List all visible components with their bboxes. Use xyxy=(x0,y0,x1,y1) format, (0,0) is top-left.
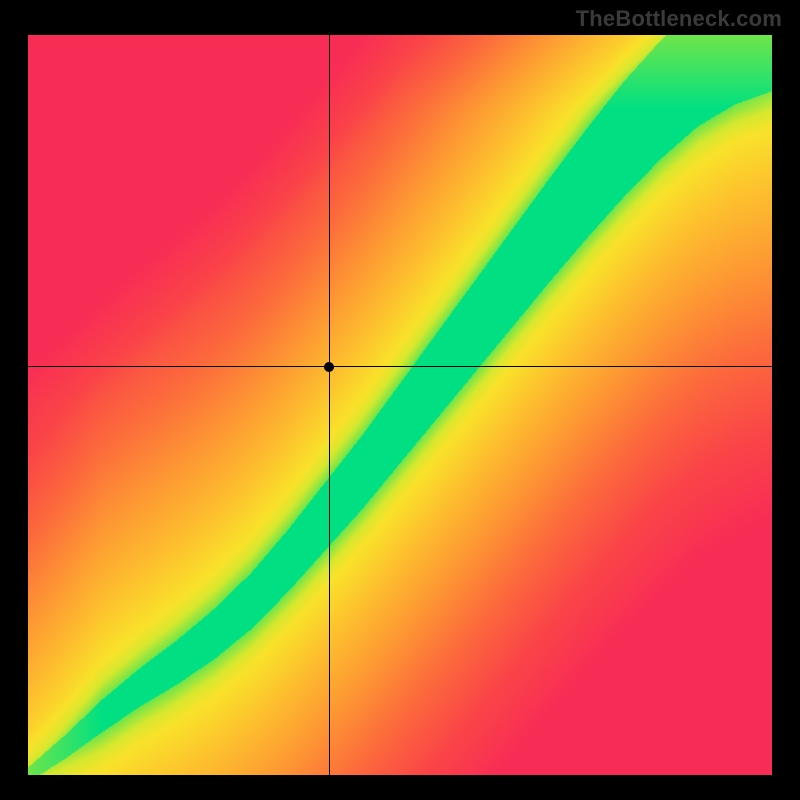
heatmap-canvas xyxy=(28,35,772,775)
plot-area xyxy=(28,35,772,775)
chart-container: TheBottleneck.com xyxy=(0,0,800,800)
data-point-marker xyxy=(324,362,334,372)
crosshair-vertical xyxy=(329,35,330,775)
crosshair-horizontal xyxy=(28,366,772,367)
watermark-text: TheBottleneck.com xyxy=(576,6,782,32)
